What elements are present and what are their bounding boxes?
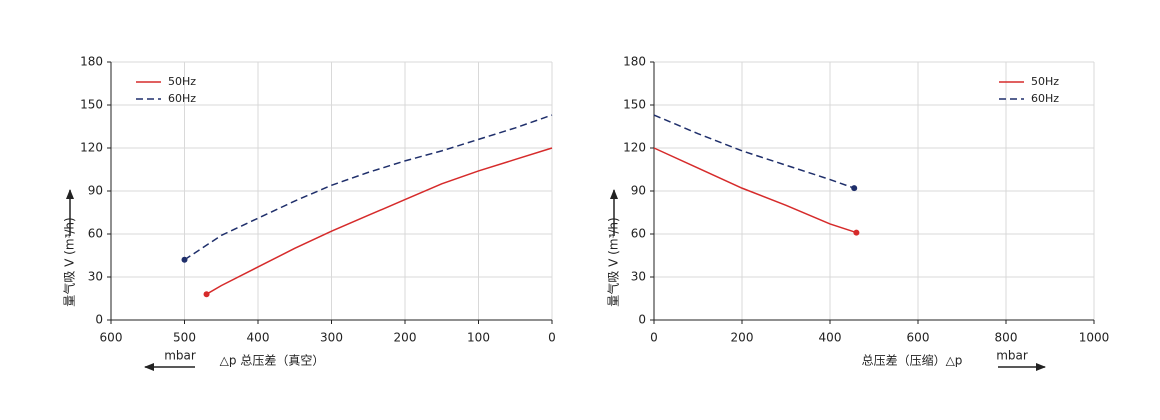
y-tick-label: 120 bbox=[80, 141, 103, 155]
line-series bbox=[184, 114, 553, 261]
x-tick-label: 600 bbox=[100, 331, 123, 345]
x-unit: mbar bbox=[996, 349, 1028, 363]
x-tick-label: 400 bbox=[247, 331, 270, 345]
y-tick-label: 60 bbox=[88, 227, 103, 241]
y-tick-label: 150 bbox=[623, 98, 646, 112]
end-marker bbox=[181, 256, 188, 263]
legend-label: 50Hz bbox=[168, 75, 196, 88]
x-axis-label: △p 总压差（真空） bbox=[220, 354, 325, 368]
y-tick-label: 90 bbox=[88, 184, 103, 198]
end-marker bbox=[853, 229, 860, 236]
line-series bbox=[653, 114, 855, 189]
y-tick-label: 120 bbox=[623, 141, 646, 155]
y-tick-label: 0 bbox=[638, 313, 646, 327]
y-tick-label: 150 bbox=[80, 98, 103, 112]
y-axis-label: 量气吸 V (m³/h) bbox=[606, 217, 621, 306]
y-tick-label: 180 bbox=[623, 55, 646, 69]
y-tick-label: 60 bbox=[631, 227, 646, 241]
y-tick-label: 180 bbox=[80, 55, 103, 69]
y-tick-label: 0 bbox=[95, 313, 103, 327]
line-series bbox=[206, 147, 553, 295]
legend-label: 60Hz bbox=[168, 92, 196, 105]
line-series bbox=[653, 147, 857, 234]
legend-label: 60Hz bbox=[1031, 92, 1059, 105]
x-tick-label: 400 bbox=[819, 331, 842, 345]
x-tick-label: 800 bbox=[995, 331, 1018, 345]
x-unit: mbar bbox=[164, 349, 196, 363]
x-tick-label: 500 bbox=[173, 331, 196, 345]
end-marker bbox=[203, 291, 210, 298]
x-tick-label: 300 bbox=[320, 331, 343, 345]
x-tick-label: 0 bbox=[650, 331, 658, 345]
end-marker bbox=[851, 185, 858, 192]
x-tick-label: 200 bbox=[394, 331, 417, 345]
x-axis-label: 总压差（压缩）△p bbox=[862, 353, 963, 368]
legend-label: 50Hz bbox=[1031, 75, 1059, 88]
y-tick-label: 30 bbox=[631, 270, 646, 284]
y-tick-label: 90 bbox=[631, 184, 646, 198]
x-tick-label: 200 bbox=[731, 331, 754, 345]
x-tick-label: 0 bbox=[548, 331, 556, 345]
x-tick-label: 100 bbox=[467, 331, 490, 345]
y-axis-label: 量气吸 V (m³/h) bbox=[62, 217, 77, 306]
x-tick-label: 1000 bbox=[1079, 331, 1110, 345]
y-tick-label: 30 bbox=[88, 270, 103, 284]
x-tick-label: 600 bbox=[907, 331, 930, 345]
